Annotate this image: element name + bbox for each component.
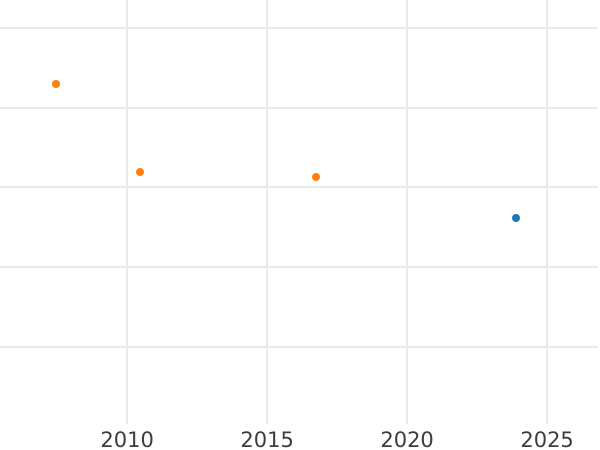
x-tick-label: 2020 [380,428,434,450]
x-tick-label: 2015 [240,428,294,450]
x-tick-label: 2025 [520,428,574,450]
scatter-point-orange-series [135,168,144,177]
x-tick-label: 2010 [100,428,154,450]
gridline-vertical [126,0,129,424]
gridline-vertical [406,0,409,424]
scatter-point-orange-series [311,173,320,182]
gridline-vertical [546,0,549,424]
gridline-vertical [266,0,269,424]
scatter-point-blue-series [512,214,520,223]
scatter-point-orange-series [51,79,60,88]
gridline-horizontal [0,186,598,189]
gridline-horizontal [0,106,598,109]
gridline-horizontal [0,26,598,29]
gridline-horizontal [0,345,598,348]
gridline-horizontal [0,266,598,269]
